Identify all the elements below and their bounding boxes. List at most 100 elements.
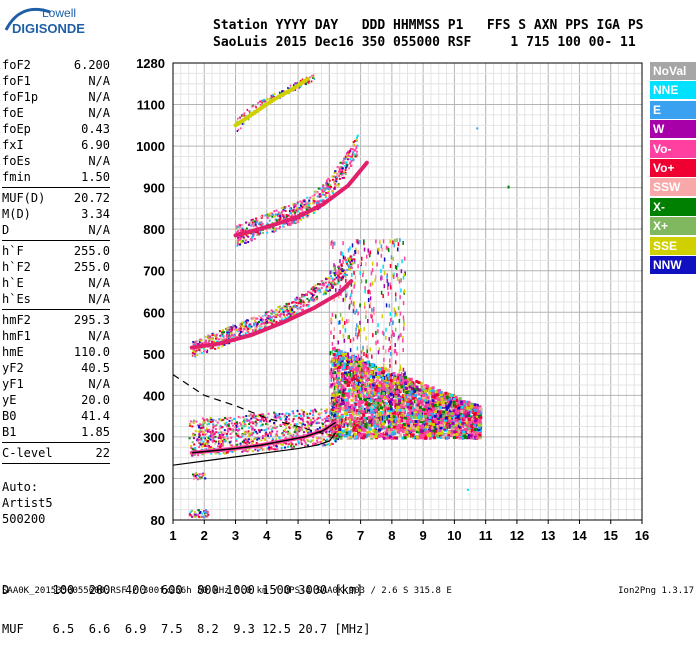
echo-point <box>330 242 332 246</box>
echo-point <box>355 420 358 423</box>
echo-point <box>190 420 192 422</box>
echo-point <box>406 420 409 423</box>
echo-point <box>303 439 305 441</box>
echo-point <box>326 444 328 446</box>
echo-point <box>405 387 408 390</box>
echo-point <box>327 284 329 286</box>
echo-point <box>363 420 365 424</box>
echo-point <box>316 298 318 300</box>
echo-point <box>241 321 243 323</box>
echo-point <box>306 421 308 423</box>
echo-point <box>237 435 239 437</box>
echo-point <box>254 320 256 322</box>
echo-point <box>406 405 409 408</box>
echo-point <box>455 410 458 413</box>
echo-point <box>329 431 331 433</box>
echo-point <box>402 339 404 343</box>
echo-point <box>353 337 355 341</box>
echo-point <box>231 445 233 447</box>
echo-point <box>248 438 250 440</box>
echo-point <box>221 335 223 337</box>
echo-point <box>439 406 442 409</box>
echo-point <box>204 434 206 436</box>
echo-point <box>221 331 223 333</box>
echo-point <box>479 407 482 410</box>
echo-point <box>331 270 333 274</box>
echo-point <box>365 310 367 314</box>
echo-point <box>275 228 277 230</box>
echo-point <box>403 389 405 393</box>
echo-point <box>316 440 318 442</box>
echo-point <box>263 429 265 431</box>
echo-point <box>374 420 376 424</box>
echo-point <box>363 352 365 356</box>
echo-point <box>346 392 349 395</box>
echo-point <box>431 420 434 423</box>
echo-point <box>344 321 346 325</box>
echo-point <box>377 381 379 385</box>
echo-point <box>270 447 272 449</box>
echo-point <box>262 316 264 318</box>
echo-point <box>231 329 233 331</box>
echo-point <box>348 376 350 380</box>
echo-point <box>345 399 348 402</box>
echo-point <box>387 279 389 283</box>
echo-point <box>390 379 393 382</box>
echo-point <box>404 376 407 379</box>
echo-point <box>366 345 368 349</box>
echo-point <box>258 449 260 451</box>
echo-point <box>377 413 379 417</box>
echo-point <box>309 419 311 421</box>
echo-point <box>390 312 392 316</box>
echo-point <box>264 438 266 440</box>
echo-point <box>396 390 398 394</box>
echo-point <box>259 327 261 329</box>
echo-point <box>245 440 247 442</box>
echo-point <box>233 426 235 428</box>
echo-point <box>203 437 205 439</box>
echo-point <box>403 384 405 388</box>
echo-point <box>339 403 342 406</box>
echo-point <box>381 291 383 295</box>
echo-point <box>363 435 366 438</box>
echo-point <box>358 429 361 432</box>
echo-point <box>252 421 254 423</box>
echo-point <box>359 421 361 425</box>
echo-point <box>334 364 337 367</box>
echo-point <box>357 346 359 350</box>
echo-point <box>333 327 335 331</box>
echo-point <box>356 424 359 427</box>
echo-point <box>320 408 322 410</box>
echo-point <box>252 450 254 452</box>
echo-point <box>395 360 397 364</box>
echo-point <box>201 445 203 447</box>
echo-point <box>210 421 212 423</box>
echo-point <box>261 321 263 323</box>
echo-point <box>317 290 319 292</box>
echo-point <box>231 419 233 421</box>
echo-point <box>396 273 398 277</box>
echo-point <box>478 424 481 427</box>
echo-point <box>300 415 302 417</box>
echo-point <box>328 277 330 279</box>
echo-point <box>216 424 218 426</box>
echo-point <box>204 445 206 447</box>
echo-point <box>414 420 417 423</box>
echo-point <box>370 314 372 318</box>
echo-point <box>376 413 378 417</box>
echo-point <box>425 404 428 407</box>
echo-point <box>362 406 364 410</box>
echo-point <box>402 424 404 428</box>
echo-point <box>277 310 279 312</box>
echo-point <box>316 296 318 298</box>
echo-point <box>355 328 357 332</box>
echo-point <box>291 447 293 449</box>
echo-point <box>400 278 402 282</box>
echo-point <box>397 337 399 341</box>
echo-point <box>226 327 228 329</box>
echo-point <box>336 359 338 363</box>
echo-point <box>403 319 405 323</box>
echo-point <box>224 453 226 455</box>
echo-point <box>316 422 318 424</box>
echo-point <box>334 274 336 276</box>
